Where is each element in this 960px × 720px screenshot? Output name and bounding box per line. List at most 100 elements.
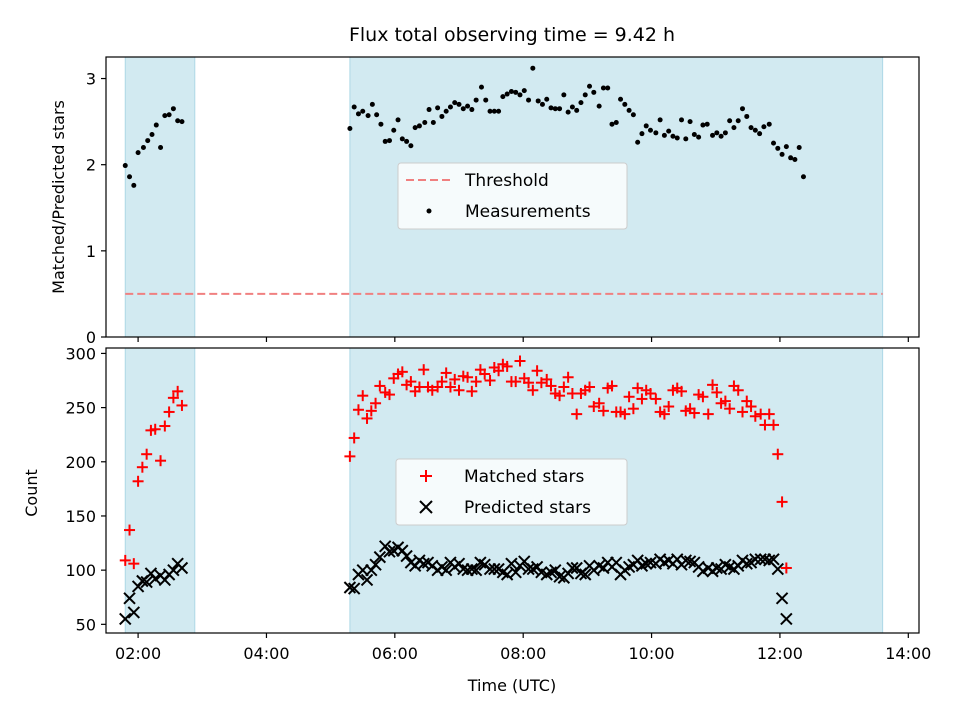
measurement-point-91 <box>679 117 685 123</box>
matched-star-point-20 <box>365 405 377 417</box>
matched-star-point-58 <box>531 365 543 377</box>
predicted-star-point-115 <box>780 612 793 626</box>
measurement-point-113 <box>775 145 781 151</box>
predicted-star-point-114 <box>775 592 789 605</box>
matched-star-point-63 <box>554 390 566 402</box>
bottom-y-axis: 50 100 150 200 250 300 <box>65 344 106 634</box>
bottom-shaded-region-1 <box>124 347 196 634</box>
matched-legend-label: Matched stars <box>464 467 584 487</box>
predicted-star-point-63 <box>553 570 566 583</box>
matched-star-point-75 <box>606 380 618 392</box>
predicted-star-point-16 <box>347 582 361 595</box>
measurements-legend-swatch <box>426 208 432 214</box>
predicted-star-point-3 <box>127 606 141 619</box>
matched-star-point-114 <box>776 496 788 508</box>
measurement-point-23 <box>382 138 388 144</box>
x-tick-label-4: 08:00 <box>500 644 546 663</box>
predicted-star-point-43 <box>465 562 479 576</box>
matched-star-point-2 <box>124 524 136 536</box>
measurement-point-39 <box>452 100 458 106</box>
measurement-point-117 <box>792 157 798 163</box>
matched-star-point-3 <box>128 558 140 570</box>
matched-star-point-11 <box>163 406 175 418</box>
matched-star-point-12 <box>167 392 179 404</box>
measurement-point-46 <box>483 97 489 103</box>
predicted-star-point-83 <box>640 557 653 570</box>
measurement-point-86 <box>657 117 663 123</box>
measurement-point-32 <box>422 119 428 125</box>
top-y-tick-label-3: 2 <box>86 156 96 175</box>
measurement-point-19 <box>365 113 371 119</box>
measurement-point-41 <box>460 106 466 112</box>
top-legend-box <box>397 162 628 230</box>
measurement-point-71 <box>591 89 597 95</box>
matched-star-point-53 <box>510 376 522 388</box>
matched-star-point-49 <box>493 365 505 377</box>
matched-star-point-81 <box>632 382 644 394</box>
measurement-point-74 <box>605 85 611 91</box>
matched-star-point-21 <box>370 397 382 409</box>
measurement-point-52 <box>508 88 514 94</box>
measurement-point-47 <box>487 108 493 114</box>
matched-star-point-24 <box>383 389 395 401</box>
measurement-point-68 <box>578 100 584 106</box>
matched-star-point-5 <box>136 461 148 473</box>
predicted-star-point-53 <box>509 566 522 579</box>
measurement-point-58 <box>535 98 541 104</box>
measurement-point-45 <box>478 84 484 90</box>
matched-star-point-79 <box>623 391 635 403</box>
measurement-point-57 <box>530 65 536 71</box>
measurement-point-27 <box>399 136 405 142</box>
matched-star-point-78 <box>619 408 631 420</box>
measurement-point-7 <box>149 132 155 138</box>
x-tick-label-2: 04:00 <box>243 644 289 663</box>
measurement-point-44 <box>473 97 479 103</box>
measurement-point-38 <box>447 104 453 110</box>
matched-star-point-91 <box>676 385 688 397</box>
measurement-point-36 <box>439 113 445 119</box>
bottom-y-tick-label-1: 50 <box>76 615 96 634</box>
measurement-point-21 <box>374 112 380 118</box>
matched-star-point-88 <box>663 401 675 413</box>
measurement-point-11 <box>166 112 172 118</box>
measurement-point-55 <box>521 88 527 94</box>
measurement-point-20 <box>369 101 375 107</box>
measurement-point-69 <box>582 92 588 98</box>
measurement-point-50 <box>500 94 506 100</box>
matched-star-point-17 <box>352 404 364 416</box>
measurement-point-14 <box>179 119 185 125</box>
measurement-point-81 <box>635 139 641 145</box>
measurement-point-60 <box>544 96 550 102</box>
matched-star-point-87 <box>658 408 670 420</box>
measurement-point-90 <box>674 135 680 141</box>
bottom-y-tick-label-4: 200 <box>65 453 96 472</box>
measurement-point-28 <box>404 138 410 144</box>
measurement-point-54 <box>517 92 523 98</box>
matched-star-point-101 <box>719 395 731 407</box>
predicted-legend-swatch <box>419 500 433 514</box>
measurement-point-115 <box>783 144 789 150</box>
measurement-point-24 <box>386 138 392 144</box>
matched-star-point-4 <box>132 475 144 487</box>
matched-star-point-47 <box>484 375 496 387</box>
predicted-star-point-108 <box>749 553 762 566</box>
matched-star-point-43 <box>466 385 478 397</box>
matched-star-point-65 <box>562 371 574 383</box>
measurement-point-82 <box>639 131 645 137</box>
measurement-point-101 <box>722 130 728 136</box>
measurement-point-53 <box>513 89 519 95</box>
measurement-point-8 <box>153 122 159 128</box>
measurement-point-80 <box>630 112 636 118</box>
matched-star-point-72 <box>593 397 605 409</box>
measurement-point-106 <box>744 113 750 119</box>
measurement-point-78 <box>622 101 628 107</box>
x-tick-label-5: 10:00 <box>629 644 675 663</box>
measurement-point-35 <box>435 105 441 111</box>
measurement-point-95 <box>696 134 702 140</box>
matched-star-point-14 <box>176 399 188 411</box>
measurement-point-62 <box>552 106 558 112</box>
measurement-point-48 <box>491 108 497 114</box>
matched-star-point-13 <box>172 385 184 397</box>
measurement-point-37 <box>443 108 449 114</box>
matched-legend-swatch <box>420 470 432 482</box>
